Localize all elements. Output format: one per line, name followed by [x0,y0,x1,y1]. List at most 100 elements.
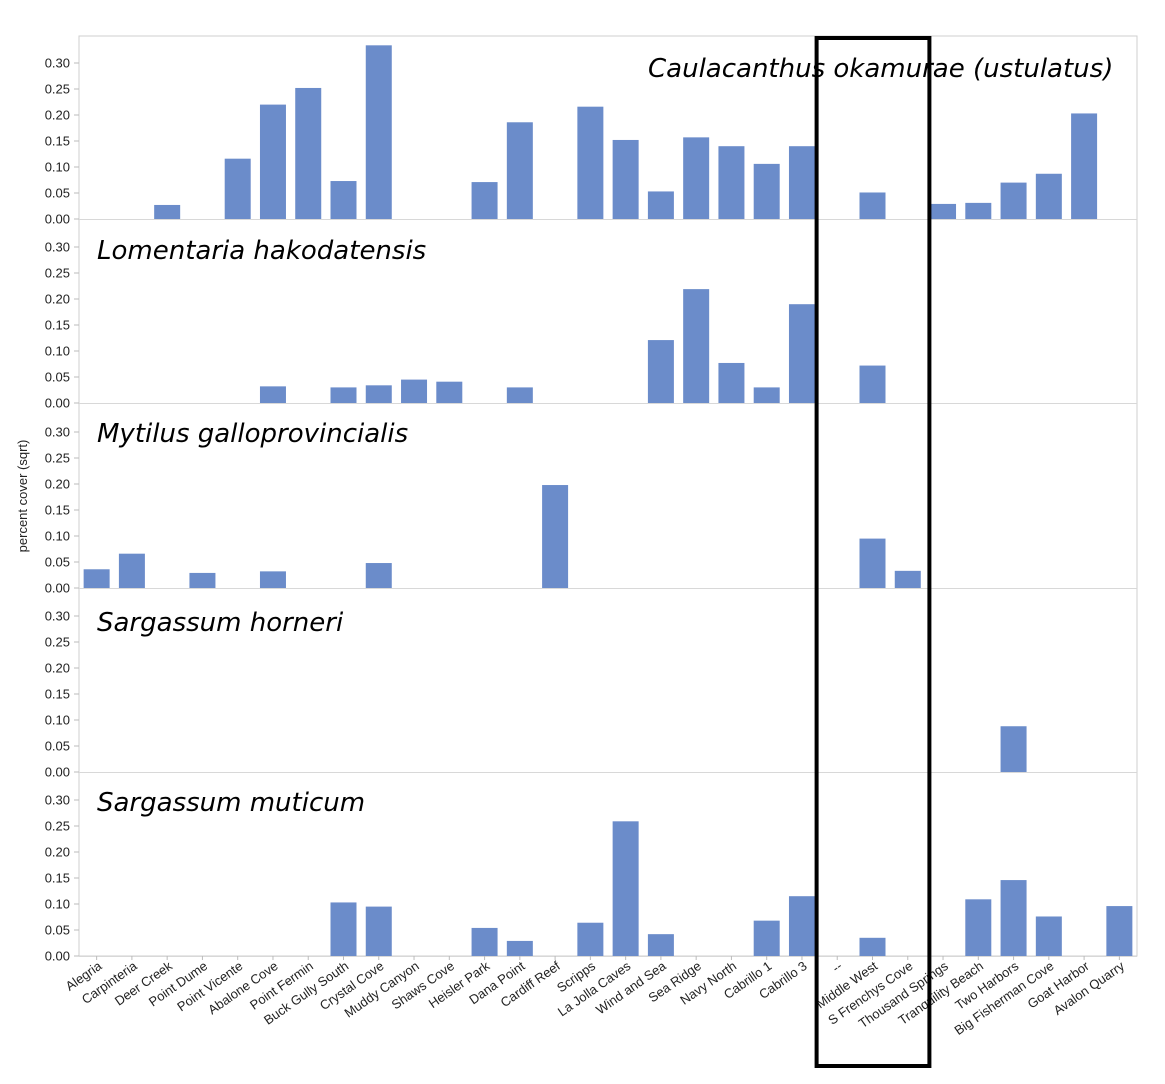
y-tick-label: 0.05 [45,370,70,385]
y-tick-label: 0.10 [45,160,70,175]
bar [154,204,181,219]
y-tick-label: 0.00 [45,212,70,227]
bar [930,203,957,219]
bar [647,191,674,219]
bar [859,937,886,956]
bar [365,563,392,588]
bar [965,899,992,956]
bar [1000,726,1027,772]
bar [1071,113,1098,219]
bar [1035,916,1062,956]
category-label: -- [829,958,845,975]
bar [894,570,921,588]
bar [330,902,357,956]
panel-title: Caulacanthus okamurae (ustulatus) [648,54,1113,84]
panel-title: Sargassum muticum [97,788,365,818]
bar [259,104,286,219]
bar [718,362,745,403]
y-tick-label: 0.30 [45,609,70,624]
y-tick-label: 0.15 [45,687,70,702]
bar [471,927,498,956]
bar [189,572,216,588]
y-tick-label: 0.05 [45,555,70,570]
panel-title: Lomentaria hakodatensis [97,236,426,266]
bar [1000,182,1027,219]
bar [365,906,392,956]
bar [612,821,639,956]
bar [965,202,992,219]
y-tick-label: 0.15 [45,503,70,518]
y-tick-label: 0.10 [45,344,70,359]
bar [471,182,498,219]
y-tick-label: 0.25 [45,266,70,281]
y-tick-label: 0.25 [45,819,70,834]
bar [788,146,815,219]
bar [365,385,392,403]
bar [577,922,604,956]
bar [753,387,780,403]
bar [83,569,110,588]
y-tick-label: 0.20 [45,108,70,123]
bar [859,538,886,588]
y-tick-label: 0.00 [45,949,70,964]
y-tick-label: 0.25 [45,82,70,97]
y-tick-label: 0.10 [45,897,70,912]
bar [259,571,286,588]
bar [506,387,533,403]
bar [647,340,674,403]
y-tick-label: 0.05 [45,186,70,201]
bar [330,387,357,403]
y-tick-label: 0.20 [45,661,70,676]
bar [683,289,710,403]
y-tick-label: 0.20 [45,845,70,860]
bar [753,920,780,956]
y-tick-label: 0.30 [45,240,70,255]
y-tick-label: 0.30 [45,793,70,808]
bar [506,122,533,219]
bar [859,365,886,403]
bar [683,137,710,219]
bar [612,139,639,219]
bar [330,181,357,219]
bar [401,379,428,403]
bar [506,940,533,956]
bar [542,485,569,588]
y-tick-label: 0.10 [45,529,70,544]
bar [647,934,674,956]
y-tick-label: 0.15 [45,318,70,333]
bar [718,146,745,219]
y-tick-label: 0.00 [45,765,70,780]
bar [118,553,145,588]
bar [436,381,463,403]
panel-title: Mytilus galloprovincialis [97,419,408,449]
y-tick-label: 0.20 [45,292,70,307]
y-axis-label: percent cover (sqrt) [15,440,30,553]
y-tick-label: 0.15 [45,134,70,149]
panel-title: Sargassum horneri [97,608,344,638]
bar [365,45,392,219]
bar [1035,173,1062,219]
bar [1106,906,1133,956]
y-tick-label: 0.30 [45,56,70,71]
bar [295,87,322,220]
bar [577,106,604,219]
bar [259,386,286,403]
y-tick-label: 0.30 [45,425,70,440]
y-tick-label: 0.05 [45,739,70,754]
bar [788,896,815,956]
highlight-box [814,36,932,1068]
y-tick-label: 0.25 [45,635,70,650]
bar [788,304,815,403]
y-tick-label: 0.20 [45,477,70,492]
y-tick-label: 0.15 [45,871,70,886]
bar [753,163,780,219]
y-tick-label: 0.00 [45,396,70,411]
bar [1000,880,1027,956]
y-tick-label: 0.00 [45,581,70,596]
bar [224,158,251,219]
y-tick-label: 0.05 [45,923,70,938]
y-tick-label: 0.25 [45,451,70,466]
bar [859,192,886,219]
